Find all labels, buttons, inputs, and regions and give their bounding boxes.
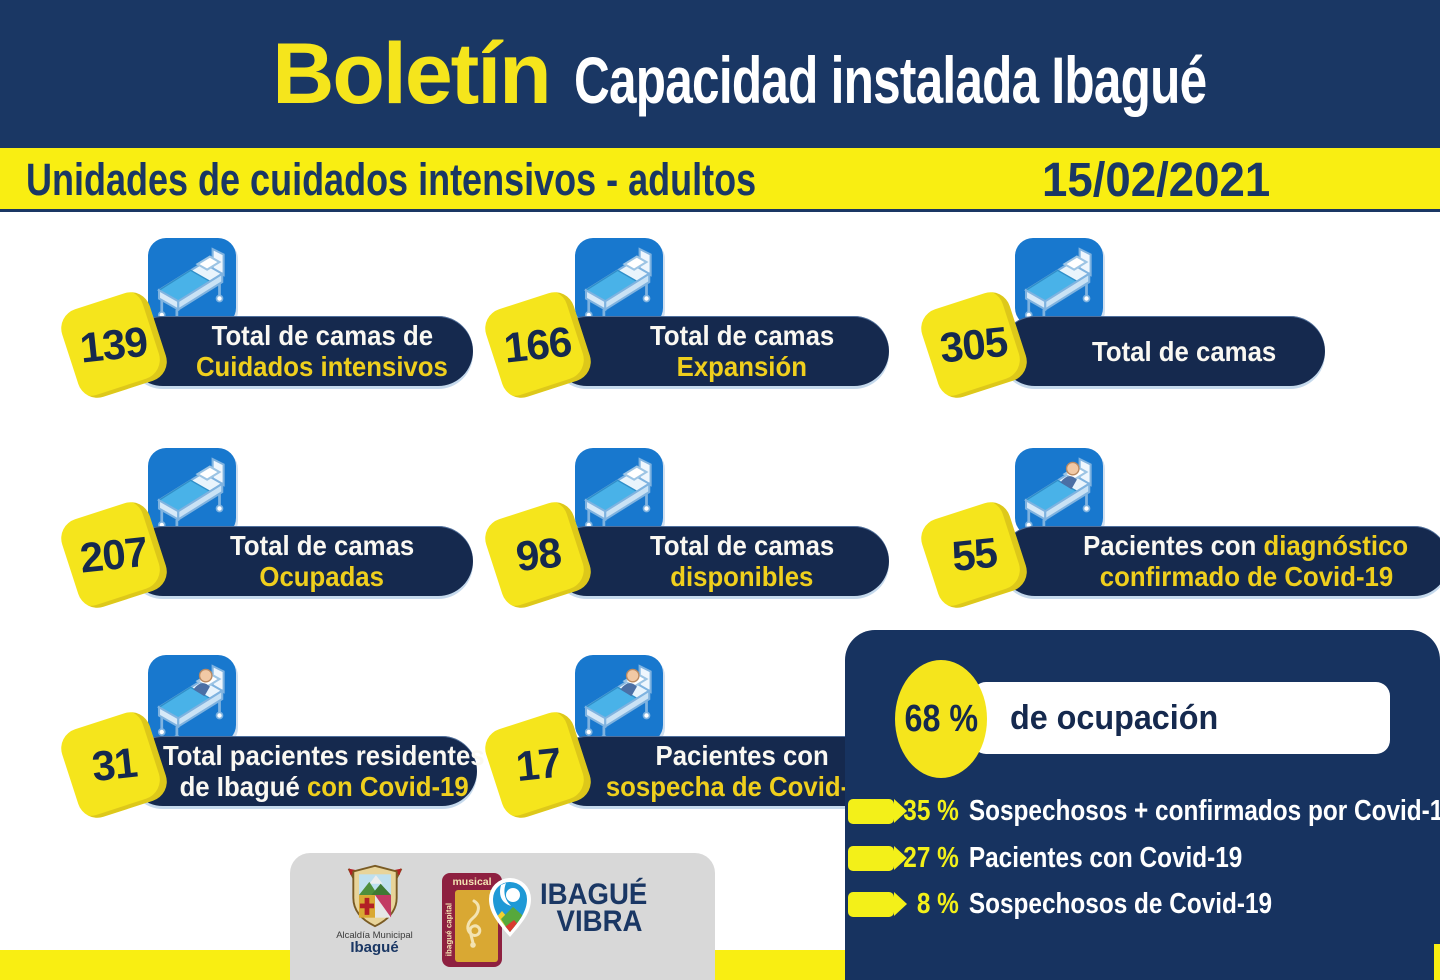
- alcaldia-caption: Alcaldía Municipal: [336, 930, 413, 941]
- header-inner: Boletín Capacidad instalada Ibagué: [272, 25, 1285, 124]
- stat-percent: 8 %: [916, 887, 959, 920]
- brand-title: Boletín: [272, 25, 551, 122]
- stat-bullet-row: 35 % Sospechosos + confirmados por Covid-…: [848, 794, 1440, 827]
- ibague-vibra-pin-icon: [489, 877, 531, 937]
- stat-label-line1: Total de camas de: [211, 320, 433, 351]
- occupancy-label-bar: de ocupación: [972, 682, 1390, 754]
- hospital-bed-icon: [575, 238, 663, 326]
- ibague-vibra-wordmark: IBAGUÉ VIBRA: [540, 878, 657, 938]
- report-date: 15/02/2021: [1042, 154, 1271, 207]
- section-title: Unidades de cuidados intensivos - adulto…: [26, 154, 757, 205]
- stat-label-line1: Total pacientes residentes: [163, 740, 485, 771]
- subheader-band: Unidades de cuidados intensivos - adulto…: [0, 148, 1440, 212]
- stat-label-line2: sospecha de Covid-19: [605, 771, 879, 802]
- occupancy-value-circle: 68 %: [895, 660, 987, 778]
- stat-label-line1: Total de camas: [649, 530, 835, 561]
- arrow-tag-icon: [848, 798, 894, 824]
- stat-bullet-row: 27 % Pacientes con Covid-19: [848, 841, 1308, 874]
- stat-percent: 35 %: [903, 794, 959, 827]
- stat-percent: 27 %: [903, 841, 959, 874]
- stat-label-line2: Cuidados intensivos: [196, 351, 448, 382]
- stat-pill: Total de camas de Cuidados intensivos: [128, 316, 473, 386]
- arrow-tag-icon: [848, 845, 894, 871]
- occupancy-value: 68 %: [904, 697, 978, 740]
- treble-clef-icon: [466, 899, 482, 948]
- stat-label-line2: de Ibagué con Covid-19: [179, 771, 469, 802]
- stat-label-line1: Pacientes con: [655, 740, 829, 771]
- hospital-bed-icon: [148, 238, 236, 326]
- vibra-line1: IBAGUÉ: [540, 878, 648, 911]
- stat-pill: Total pacientes residentes de Ibagué con…: [128, 736, 485, 806]
- stat-pill: Pacientes con sospecha de Covid-19: [552, 736, 889, 806]
- arrow-tag-icon: [848, 891, 894, 917]
- stat-label-line1: Total de camas: [1091, 335, 1277, 367]
- vibra-line2: VIBRA: [556, 905, 643, 938]
- stat-label-line2: Expansión: [676, 351, 808, 382]
- stat-label-line1: Total de camas: [649, 320, 835, 351]
- patient-bed-icon: [575, 655, 663, 743]
- musical-caption: musical: [452, 876, 492, 888]
- alcaldia-logo: Alcaldía Municipal Ibagué: [312, 863, 437, 955]
- page-title-wrap: Capacidad instalada Ibagué: [574, 42, 1286, 118]
- stat-label-line1: Total de camas: [229, 530, 415, 561]
- logos-panel: Alcaldía Municipal Ibagué musical ibagué…: [290, 853, 715, 980]
- page-title: Capacidad instalada Ibagué: [573, 42, 1207, 117]
- stat-text: Sospechosos de Covid-19: [968, 887, 1273, 920]
- occupancy-label: de ocupación: [1010, 698, 1219, 737]
- stat-pill: Total de camas: [1000, 316, 1325, 386]
- hospital-bed-icon: [575, 448, 663, 536]
- header-banner: Boletín Capacidad instalada Ibagué: [0, 0, 1440, 148]
- stat-label-line2: disponibles: [670, 561, 814, 592]
- hospital-bed-icon: [148, 448, 236, 536]
- stat-label-line2: confirmado de Covid-19: [1099, 561, 1393, 592]
- stat-pill: Total de camas disponibles: [552, 526, 889, 596]
- stat-bullet-row: 8 % Sospechosos de Covid-19: [848, 887, 1343, 920]
- stat-pill: Total de camas Expansión: [552, 316, 889, 386]
- stat-pill: Total de camas Ocupadas: [128, 526, 473, 596]
- stat-text: Pacientes con Covid-19: [968, 841, 1243, 874]
- alcaldia-shield-icon: [347, 864, 402, 928]
- patient-bed-icon: [148, 655, 236, 743]
- patient-bed-icon: [1015, 448, 1103, 536]
- occupancy-panel: de ocupación 68 % 35 % Sospechosos + conf…: [845, 630, 1440, 980]
- stat-pill: Pacientes con diagnóstico confirmado de …: [1000, 526, 1440, 596]
- stat-label-line2: Ocupadas: [259, 561, 385, 592]
- musical-side-caption: ibagué capital: [444, 902, 454, 957]
- yellow-edge-strip: [1434, 944, 1440, 980]
- alcaldia-name: Ibagué: [350, 939, 399, 956]
- stat-text: Sospechosos + confirmados por Covid-19: [968, 794, 1440, 827]
- hospital-bed-icon: [1015, 238, 1103, 326]
- stat-label-line1: Pacientes con diagnóstico: [1083, 530, 1409, 561]
